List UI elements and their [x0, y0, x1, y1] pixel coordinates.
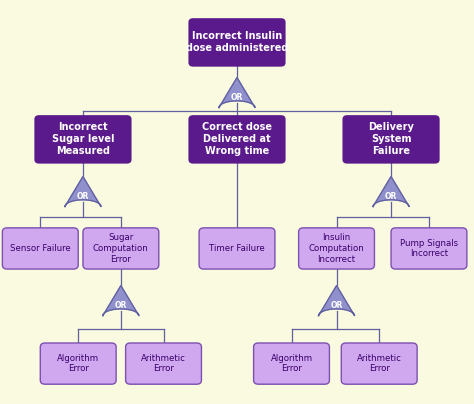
Text: Pump Signals
Incorrect: Pump Signals Incorrect	[400, 239, 458, 258]
FancyBboxPatch shape	[391, 228, 467, 269]
FancyBboxPatch shape	[188, 18, 285, 67]
Polygon shape	[103, 286, 139, 316]
FancyBboxPatch shape	[188, 115, 285, 164]
FancyBboxPatch shape	[83, 228, 159, 269]
Text: Incorrect
Sugar level
Measured: Incorrect Sugar level Measured	[52, 122, 114, 156]
Text: Delivery
System
Failure: Delivery System Failure	[368, 122, 414, 156]
Text: Arithmetic
Error: Arithmetic Error	[141, 354, 186, 373]
FancyBboxPatch shape	[199, 228, 275, 269]
Polygon shape	[65, 177, 101, 206]
Text: OR: OR	[385, 192, 397, 202]
FancyBboxPatch shape	[40, 343, 116, 384]
Polygon shape	[319, 286, 355, 316]
Text: OR: OR	[330, 301, 343, 311]
FancyBboxPatch shape	[34, 115, 131, 164]
Text: Incorrect Insulin
dose administered: Incorrect Insulin dose administered	[186, 32, 288, 53]
FancyBboxPatch shape	[342, 115, 439, 164]
Text: Sensor Failure: Sensor Failure	[10, 244, 71, 253]
Text: Correct dose
Delivered at
Wrong time: Correct dose Delivered at Wrong time	[202, 122, 272, 156]
Text: Algorithm
Error: Algorithm Error	[57, 354, 99, 373]
FancyBboxPatch shape	[254, 343, 329, 384]
FancyBboxPatch shape	[126, 343, 201, 384]
Text: OR: OR	[115, 301, 127, 311]
Text: Insulin
Computation
Incorrect: Insulin Computation Incorrect	[309, 233, 365, 264]
FancyBboxPatch shape	[2, 228, 78, 269]
Polygon shape	[373, 177, 409, 206]
Text: Sugar
Computation
Error: Sugar Computation Error	[93, 233, 149, 264]
Text: Timer Failure: Timer Failure	[209, 244, 265, 253]
Polygon shape	[219, 78, 255, 107]
Text: OR: OR	[77, 192, 89, 202]
Text: OR: OR	[231, 93, 243, 103]
FancyBboxPatch shape	[299, 228, 374, 269]
FancyBboxPatch shape	[341, 343, 417, 384]
Text: Algorithm
Error: Algorithm Error	[271, 354, 312, 373]
Text: Arithmetic
Error: Arithmetic Error	[357, 354, 401, 373]
